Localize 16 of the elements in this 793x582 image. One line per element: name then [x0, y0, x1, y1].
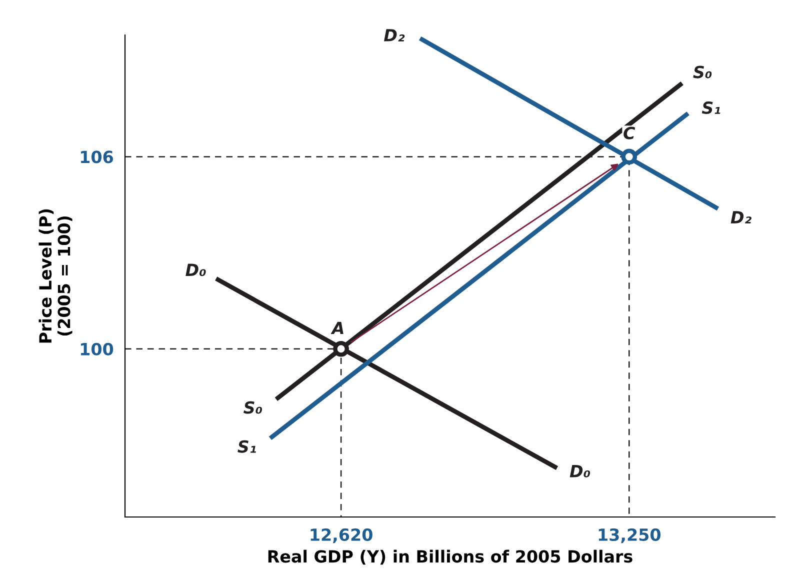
annotation: C — [624, 126, 636, 140]
y-axis-title: Price Level (P) (2005 = 100) — [38, 209, 72, 343]
x-tick-label: 13,250 — [598, 528, 660, 544]
annotation: D₂ — [384, 29, 405, 42]
annotation: D₀ — [570, 465, 590, 478]
annotation: S₁ — [238, 440, 256, 453]
annotation: A — [330, 322, 344, 334]
y-tick-label: 106 — [80, 150, 113, 164]
annotation: D₂ — [730, 211, 752, 224]
annotation: D₀ — [186, 264, 206, 276]
y-tick-label: 100 — [80, 342, 114, 356]
x-axis-title: Real GDP (Y) in Billions of 2005 Dollars — [268, 550, 632, 565]
annotation: S₁ — [702, 101, 720, 114]
annotation: S₀ — [693, 66, 712, 78]
annotation: S₀ — [244, 401, 262, 414]
x-tick-label: 12,620 — [310, 528, 372, 544]
